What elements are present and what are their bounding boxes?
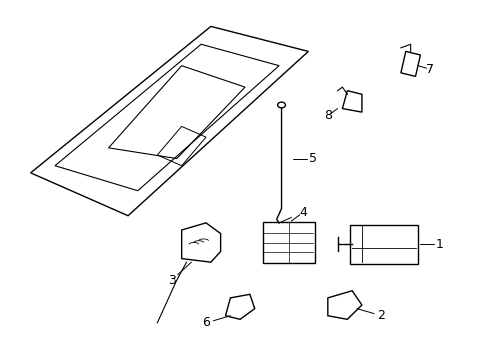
Text: 8: 8 — [324, 109, 332, 122]
Text: 4: 4 — [299, 206, 307, 219]
Text: 1: 1 — [436, 238, 444, 251]
Text: 5: 5 — [309, 152, 317, 165]
Text: 6: 6 — [202, 316, 210, 329]
Text: 7: 7 — [426, 63, 434, 76]
Text: 2: 2 — [377, 309, 385, 322]
Text: 3: 3 — [168, 274, 176, 287]
